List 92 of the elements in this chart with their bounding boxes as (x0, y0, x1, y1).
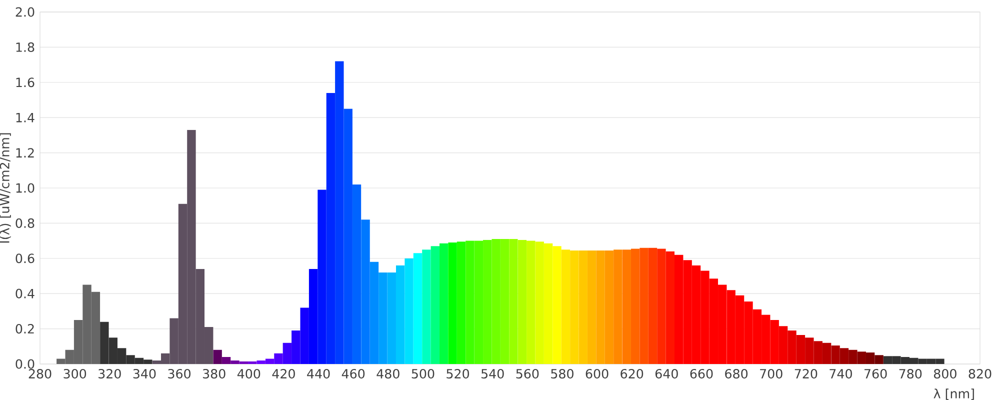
y-tick-label: 0.8 (16, 218, 34, 228)
x-tick-label: 300 (64, 368, 86, 379)
bar (666, 251, 675, 364)
y-tick-label: 1.2 (16, 148, 34, 158)
bar (561, 250, 570, 364)
bar (248, 361, 257, 364)
bar (657, 248, 666, 364)
bar (335, 61, 344, 364)
bar (213, 350, 222, 364)
x-tick-label: 380 (202, 368, 226, 379)
x-tick-label: 320 (98, 368, 121, 379)
bar (318, 190, 326, 364)
x-tick-label: 340 (133, 368, 156, 379)
x-tick-label: 820 (968, 368, 992, 379)
bar (604, 250, 614, 364)
bar (492, 239, 500, 364)
bar (535, 242, 544, 364)
x-tick-label: 760 (864, 368, 887, 379)
x-tick-label: 540 (481, 368, 504, 379)
x-tick-label: 360 (168, 368, 190, 379)
bar (448, 242, 457, 364)
y-tick-label: 0.0 (16, 359, 34, 369)
bar (378, 272, 388, 364)
bar (456, 242, 466, 364)
x-tick-label: 800 (934, 368, 956, 379)
x-tick-label: 420 (272, 368, 295, 379)
y-tick-label: 1.4 (16, 112, 34, 122)
x-tick-label: 520 (446, 368, 470, 379)
bar (352, 184, 362, 364)
x-tick-label: 280 (28, 368, 52, 379)
x-tick-label: 400 (237, 368, 260, 379)
bar (570, 250, 579, 364)
x-tick-label: 740 (830, 368, 852, 379)
bar (614, 250, 622, 364)
y-tick-label: 0.4 (16, 288, 34, 298)
bar (326, 92, 336, 364)
bar (292, 330, 300, 364)
x-tick-label: 700 (760, 368, 782, 379)
bar (483, 240, 492, 364)
bar (587, 250, 596, 364)
x-tick-label: 640 (655, 368, 678, 379)
bar (518, 240, 527, 364)
bar (230, 360, 240, 364)
x-tick-label: 480 (376, 368, 400, 379)
bar (544, 243, 553, 364)
bar (239, 361, 248, 364)
x-tick-label: 440 (307, 368, 330, 379)
bar (282, 342, 292, 364)
bar (622, 250, 631, 364)
y-tick-label: 1.8 (16, 42, 34, 52)
x-tick-label: 720 (794, 368, 818, 379)
x-tick-label: 680 (725, 368, 748, 379)
bar (466, 240, 474, 364)
bar (630, 248, 640, 364)
x-tick-label: 780 (899, 368, 922, 379)
bar (526, 240, 536, 364)
bar (308, 268, 318, 364)
x-tick-label: 660 (690, 368, 713, 379)
bar (361, 220, 370, 364)
bar (274, 353, 283, 364)
y-tick-label: 1.6 (16, 78, 34, 88)
x-tick-label: 460 (342, 368, 365, 379)
x-tick-label: 600 (586, 368, 608, 379)
bar (404, 258, 414, 364)
bar (640, 248, 648, 364)
bar (387, 272, 396, 364)
bar (509, 239, 518, 364)
y-axis-title: I(λ) [uW/cm2/nm] (0, 133, 11, 243)
x-tick-label: 500 (412, 368, 434, 379)
bar (578, 250, 588, 364)
x-tick-label: 560 (516, 368, 539, 379)
bar (440, 243, 448, 364)
x-tick-label: 580 (551, 368, 574, 379)
bar (222, 356, 231, 364)
bar (552, 246, 562, 364)
x-tick-label: 620 (620, 368, 644, 379)
bar (396, 265, 405, 364)
bar (474, 240, 484, 364)
bar (422, 250, 431, 364)
bar (596, 250, 605, 364)
bar (370, 262, 379, 364)
bar (344, 108, 352, 364)
bar (430, 246, 440, 364)
y-tick-label: 1.0 (16, 183, 34, 193)
bar (500, 239, 510, 364)
bar (648, 248, 658, 364)
bar (300, 308, 309, 364)
x-axis-title: λ [nm] (934, 388, 974, 400)
bar (413, 253, 422, 364)
y-tick-label: 0.2 (16, 324, 34, 334)
y-tick-label: 2.0 (16, 7, 34, 17)
y-tick-label: 0.6 (16, 254, 34, 264)
